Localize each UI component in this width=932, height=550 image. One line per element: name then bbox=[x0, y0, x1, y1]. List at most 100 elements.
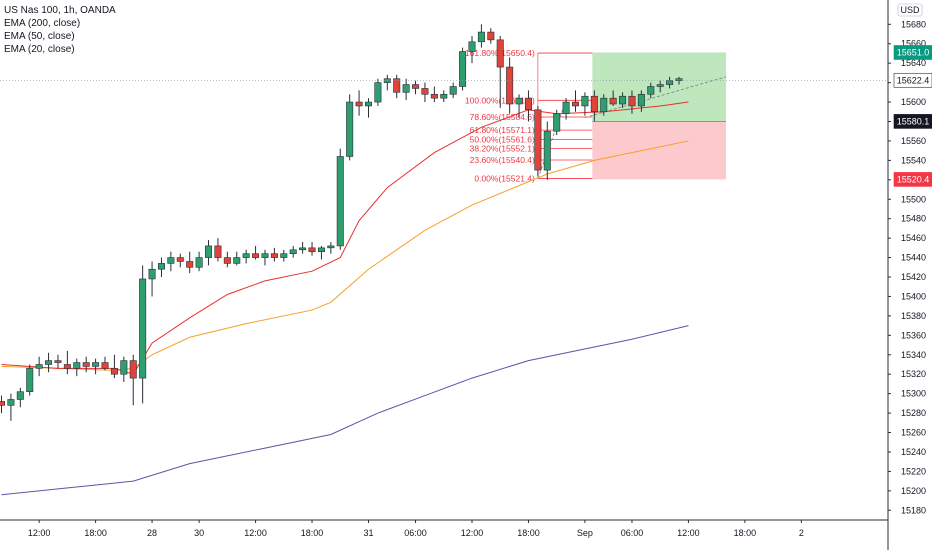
candle-body bbox=[440, 93, 448, 99]
candle-66 bbox=[619, 92, 627, 108]
price-label-2: 15580.1 bbox=[897, 116, 930, 126]
candle-body bbox=[195, 257, 203, 268]
candle-body bbox=[110, 368, 118, 375]
candle-body bbox=[412, 84, 420, 89]
candle-body bbox=[421, 88, 429, 95]
candle-body bbox=[7, 399, 15, 406]
candle-body bbox=[628, 95, 636, 107]
candle-72 bbox=[675, 76, 683, 85]
candle-body bbox=[214, 245, 222, 258]
x-tick-label-7: 06:00 bbox=[404, 528, 427, 538]
candle-body bbox=[675, 78, 683, 81]
y-tick-label-25: 15680 bbox=[901, 19, 926, 29]
candle-body bbox=[459, 51, 467, 87]
candle-63 bbox=[590, 90, 598, 122]
candle-body bbox=[515, 97, 523, 105]
candle-body bbox=[101, 362, 109, 369]
candle-body bbox=[82, 362, 90, 367]
candle-58 bbox=[543, 121, 551, 180]
candle-body bbox=[581, 95, 589, 107]
candle-4 bbox=[35, 356, 43, 377]
candle-25 bbox=[233, 251, 241, 266]
candle-body bbox=[233, 257, 241, 264]
candle-body bbox=[666, 80, 674, 85]
position-tool[interactable] bbox=[592, 52, 727, 180]
candle-26 bbox=[242, 249, 250, 264]
candle-body bbox=[73, 362, 81, 369]
candle-41 bbox=[383, 74, 391, 91]
price-label-0: 15651.0 bbox=[897, 47, 930, 57]
candle-body bbox=[637, 93, 645, 107]
y-tick-label-2: 15220 bbox=[901, 466, 926, 476]
candle-34 bbox=[317, 245, 325, 260]
y-tick-label-14: 15460 bbox=[901, 233, 926, 243]
candle-65 bbox=[609, 90, 617, 106]
candle-body bbox=[205, 245, 213, 258]
loss-zone bbox=[592, 121, 727, 180]
candle-body bbox=[148, 268, 156, 280]
y-tick-label-21: 15600 bbox=[901, 97, 926, 107]
candle-body bbox=[92, 362, 100, 367]
candle-13 bbox=[120, 356, 128, 382]
ema-50-line bbox=[1, 140, 689, 371]
x-tick-label-12: 12:00 bbox=[677, 528, 700, 538]
candle-body bbox=[449, 86, 457, 95]
candle-body bbox=[35, 364, 43, 369]
candle-body bbox=[63, 364, 71, 369]
candle-38 bbox=[355, 90, 363, 116]
y-tick-label-12: 15420 bbox=[901, 272, 926, 282]
y-tick-label-23: 15640 bbox=[901, 58, 926, 68]
y-tick-label-11: 15400 bbox=[901, 291, 926, 301]
candle-body bbox=[364, 101, 372, 107]
x-tick-label-0: 12:00 bbox=[28, 528, 51, 538]
candle-70 bbox=[656, 80, 664, 93]
candle-body bbox=[54, 360, 62, 363]
candle-48 bbox=[449, 82, 457, 99]
time-axis[interactable]: 12:00 18:00 28 30 12:00 18:00 31 06:00 12:00 18:0… bbox=[28, 520, 804, 538]
candle-body bbox=[176, 257, 184, 262]
candle-62 bbox=[581, 92, 589, 116]
legend-ema-50[interactable]: EMA (50, close) bbox=[4, 31, 75, 42]
fib-level-label-4: 50.00%(15561.6) bbox=[470, 134, 535, 144]
candle-2 bbox=[16, 387, 24, 408]
candle-8 bbox=[73, 358, 81, 377]
currency-box bbox=[897, 3, 923, 17]
y-tick-label-16: 15500 bbox=[901, 194, 926, 204]
candlestick-series bbox=[0, 24, 683, 421]
candle-50 bbox=[468, 35, 476, 64]
y-tick-label-18: 15540 bbox=[901, 155, 926, 165]
candle-body bbox=[534, 109, 542, 171]
candle-1 bbox=[7, 393, 15, 421]
candle-18 bbox=[167, 251, 175, 272]
fib-level-label-3: 61.80%(15571.1) bbox=[470, 125, 535, 135]
candle-body bbox=[543, 130, 551, 171]
candle-49 bbox=[459, 47, 467, 91]
candle-59 bbox=[553, 109, 561, 136]
y-tick-label-4: 15260 bbox=[901, 428, 926, 438]
price-label-box-1 bbox=[893, 72, 932, 88]
fib-level-label-5: 38.20%(15552.1) bbox=[470, 144, 535, 154]
legend-ema-200[interactable]: EMA (200, close) bbox=[4, 18, 81, 29]
candle-37 bbox=[346, 94, 354, 161]
candle-body bbox=[252, 253, 260, 258]
price-label-1: 15622.4 bbox=[897, 75, 930, 85]
currency-label: USD bbox=[900, 5, 920, 15]
candle-10 bbox=[92, 358, 100, 375]
candle-body bbox=[289, 249, 297, 254]
y-tick-label-7: 15320 bbox=[901, 369, 926, 379]
price-label-box-2 bbox=[893, 114, 932, 129]
candle-53 bbox=[496, 35, 504, 108]
candle-body bbox=[186, 261, 194, 268]
candle-body bbox=[553, 113, 561, 132]
candle-body bbox=[270, 253, 278, 258]
candle-body bbox=[600, 97, 608, 113]
candle-body bbox=[487, 31, 495, 41]
x-tick-label-4: 12:00 bbox=[244, 528, 267, 538]
legend-ema-20[interactable]: EMA (20, close) bbox=[4, 44, 75, 55]
candle-body bbox=[430, 93, 438, 99]
candle-39 bbox=[364, 98, 372, 118]
candle-6 bbox=[54, 354, 62, 369]
candle-body bbox=[167, 257, 175, 264]
